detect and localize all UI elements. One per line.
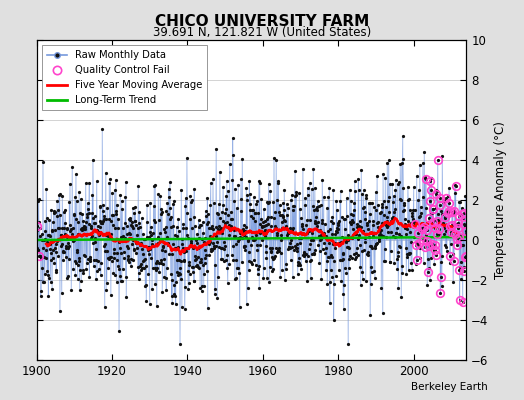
Text: CHICO UNIVERSITY FARM: CHICO UNIVERSITY FARM [155, 14, 369, 29]
Legend: Raw Monthly Data, Quality Control Fail, Five Year Moving Average, Long-Term Tren: Raw Monthly Data, Quality Control Fail, … [42, 45, 207, 110]
Text: Berkeley Earth: Berkeley Earth [411, 382, 487, 392]
Y-axis label: Temperature Anomaly (°C): Temperature Anomaly (°C) [494, 121, 507, 279]
Text: 39.691 N, 121.821 W (United States): 39.691 N, 121.821 W (United States) [153, 26, 371, 39]
